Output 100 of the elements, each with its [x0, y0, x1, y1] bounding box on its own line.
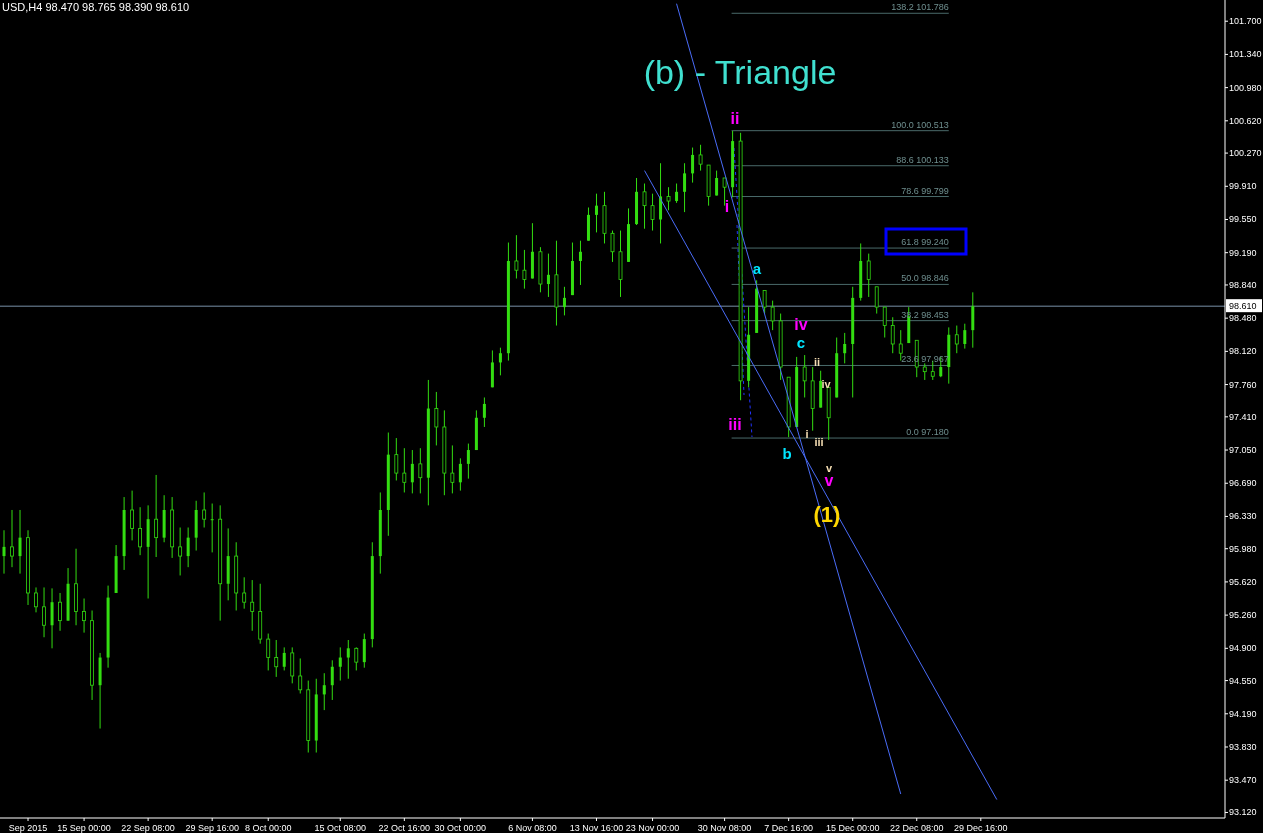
candlestick: [130, 490, 135, 541]
candlestick: [250, 579, 255, 632]
candlestick: [578, 240, 582, 286]
x-tick-label: 30 Oct 00:00: [434, 823, 487, 833]
y-tick-label: 98.840: [1229, 279, 1257, 290]
candlestick: [354, 646, 359, 671]
candlestick: [282, 646, 286, 671]
y-tick-label: 99.190: [1229, 247, 1257, 258]
y-tick-label: 100.270: [1229, 148, 1262, 159]
candlestick: [802, 354, 807, 398]
candlestick: [691, 147, 695, 184]
x-tick-label: 15 Dec 00:00: [825, 823, 880, 833]
candlestick: [434, 391, 439, 446]
candlestick: [874, 286, 879, 315]
candlestick: [890, 316, 895, 354]
y-tick-label: 99.550: [1229, 214, 1257, 225]
candlestick: [362, 633, 366, 669]
candlestick: [42, 586, 46, 638]
candlestick: [666, 186, 671, 211]
annotation: i: [805, 428, 809, 440]
candlestick: [898, 329, 903, 362]
candlestick: [178, 527, 183, 576]
ref-line-label: 88.6 100.133: [896, 154, 949, 165]
annotation: iii: [728, 415, 742, 433]
y-tick-label: 97.410: [1229, 411, 1257, 422]
candlestick: [338, 646, 342, 682]
candlestick: [715, 170, 719, 197]
x-tick-label: 15 Sep 00:00: [57, 823, 111, 833]
x-tick-label: 15 Oct 08:00: [314, 823, 367, 833]
candlestick: [18, 509, 22, 575]
y-tick-label: 93.830: [1229, 741, 1257, 752]
candlestick: [698, 144, 703, 172]
y-tick-label: 95.980: [1229, 543, 1257, 554]
annotation: ii: [813, 356, 821, 368]
x-tick-label: 29 Dec 16:00: [954, 823, 1008, 833]
candlestick: [138, 506, 143, 556]
candlestick: [514, 234, 519, 280]
candlestick: [610, 230, 615, 263]
candlestick: [866, 253, 871, 298]
x-tick-label: 22 Dec 08:00: [889, 823, 944, 833]
ref-line-label: 61.8 99.240: [901, 237, 949, 248]
candlestick: [290, 646, 295, 684]
candlestick: [34, 586, 38, 613]
x-tick-label: 22 Sep 08:00: [121, 823, 175, 833]
candlestick: [10, 509, 14, 568]
candlestick: [274, 639, 279, 678]
candlestick: [562, 286, 566, 316]
ref-line-label: 100.0 100.513: [891, 119, 949, 130]
candlestick: [642, 183, 647, 230]
y-tick-label: 93.120: [1229, 807, 1257, 818]
annotation: iii: [814, 436, 824, 448]
candlestick: [50, 587, 54, 649]
y-tick-label: 100.620: [1229, 115, 1262, 126]
chart-title: USD,H4 98.470 98.765 98.390 98.610: [2, 1, 190, 13]
x-tick-label: 23 Nov 00:00: [625, 823, 680, 833]
x-tick-label: 7 Dec 16:00: [764, 823, 813, 833]
y-tick-label: 101.700: [1229, 16, 1262, 27]
candlestick: [971, 291, 975, 349]
candlestick: [58, 592, 62, 632]
annotation: ii: [730, 110, 740, 128]
candlestick: [770, 300, 775, 331]
y-tick-label: 93.470: [1229, 775, 1257, 786]
candlestick: [882, 306, 887, 339]
candlestick: [266, 633, 271, 671]
candlestick: [522, 249, 527, 290]
y-tick-label: 94.550: [1229, 675, 1257, 686]
annotation: iv: [821, 378, 832, 390]
x-tick-label: 29 Sep 16:00: [185, 823, 239, 833]
ref-line-label: 138.2 101.786: [891, 2, 949, 13]
x-tick-label: 22 Oct 16:00: [378, 823, 431, 833]
ref-line-label: 98.610: [1229, 301, 1257, 312]
y-tick-label: 94.190: [1229, 708, 1257, 719]
ref-line-label: 78.6 99.799: [901, 185, 949, 196]
candlestick: [675, 183, 679, 204]
candlestick: [298, 657, 303, 694]
y-tick-label: 100.980: [1229, 82, 1262, 93]
x-tick-label: 6 Nov 08:00: [508, 823, 557, 833]
candlestick: [954, 325, 959, 354]
candlestick: [594, 193, 598, 233]
candlestick: [683, 162, 687, 213]
y-tick-label: 94.900: [1229, 643, 1257, 654]
candlestick: [322, 672, 326, 711]
candlestick: [458, 457, 462, 492]
annotation: v: [824, 471, 834, 489]
x-tick-label: Sep 2015: [8, 823, 48, 833]
candlestick: [650, 193, 655, 232]
candlestick: [186, 527, 190, 568]
candlestick: [498, 347, 502, 376]
candlestick: [963, 323, 967, 350]
annotation: b: [782, 444, 792, 462]
y-tick-label: 98.120: [1229, 346, 1257, 357]
candlestick: [202, 491, 207, 528]
candlestick: [722, 177, 727, 207]
y-tick-label: 98.480: [1229, 313, 1257, 324]
candlestick: [482, 396, 486, 428]
ref-line-label: 0.0 97.180: [906, 427, 949, 438]
candlestick: [450, 444, 455, 494]
candlestick: [418, 447, 423, 494]
y-tick-label: 101.340: [1229, 49, 1262, 60]
x-tick-label: 8 Oct 00:00: [244, 823, 292, 833]
